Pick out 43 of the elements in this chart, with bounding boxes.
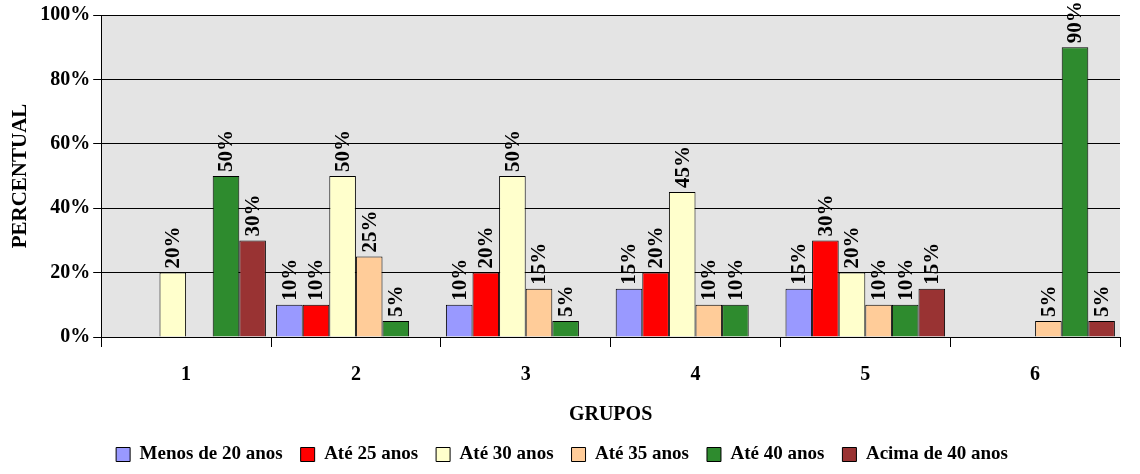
data-label: 90%: [1062, 1, 1087, 44]
x-tick-label: 2: [350, 362, 361, 385]
data-label: 5%: [1035, 285, 1060, 317]
data-label: 25%: [356, 210, 381, 253]
x-tick-label: 1: [181, 362, 192, 385]
data-label: 10%: [303, 258, 328, 301]
legend-label: Menos de 20 anos: [139, 442, 283, 464]
data-label: 30%: [240, 194, 265, 237]
x-tick-label: 3: [520, 362, 531, 385]
x-tick-label: 4: [690, 362, 701, 385]
legend-label: Até 40 anos: [730, 442, 825, 464]
x-tick-label: 5: [860, 362, 871, 385]
data-label: 10%: [722, 258, 747, 301]
data-label: 50%: [213, 130, 238, 172]
data-label: 20%: [160, 226, 185, 269]
y-tick-label: 0%: [60, 324, 91, 347]
data-label: 5%: [1089, 285, 1114, 317]
x-tick-label: 6: [1030, 362, 1041, 385]
data-label: 20%: [839, 226, 864, 269]
data-label: 30%: [812, 194, 837, 237]
data-label: 10%: [892, 258, 917, 301]
data-label: 10%: [696, 258, 721, 301]
data-label: 10%: [446, 258, 471, 301]
data-label: 10%: [866, 258, 891, 301]
data-label: 10%: [276, 258, 301, 301]
y-axis-title: PERCENTUAL: [7, 103, 32, 249]
data-label: 20%: [473, 226, 498, 269]
legend-label: Até 35 anos: [595, 442, 689, 464]
data-label: 45%: [669, 146, 694, 189]
y-tick-label: 20%: [50, 259, 91, 282]
x-axis-title: GRUPOS: [568, 402, 653, 425]
y-tick-label: 80%: [50, 66, 91, 89]
data-label: 20%: [643, 226, 668, 269]
data-label: 50%: [499, 130, 524, 172]
legend-label: Até 30 anos: [459, 442, 554, 464]
data-label: 5%: [553, 285, 578, 317]
legend-label: Até 25 anos: [324, 442, 419, 464]
data-label: 50%: [330, 130, 355, 172]
y-tick-label: 40%: [50, 195, 91, 218]
data-label: 5%: [383, 285, 408, 317]
y-tick-label: 100%: [40, 2, 91, 25]
legend-label: Acima de 40 anos: [865, 442, 1008, 464]
y-tick-label: 60%: [50, 130, 91, 153]
